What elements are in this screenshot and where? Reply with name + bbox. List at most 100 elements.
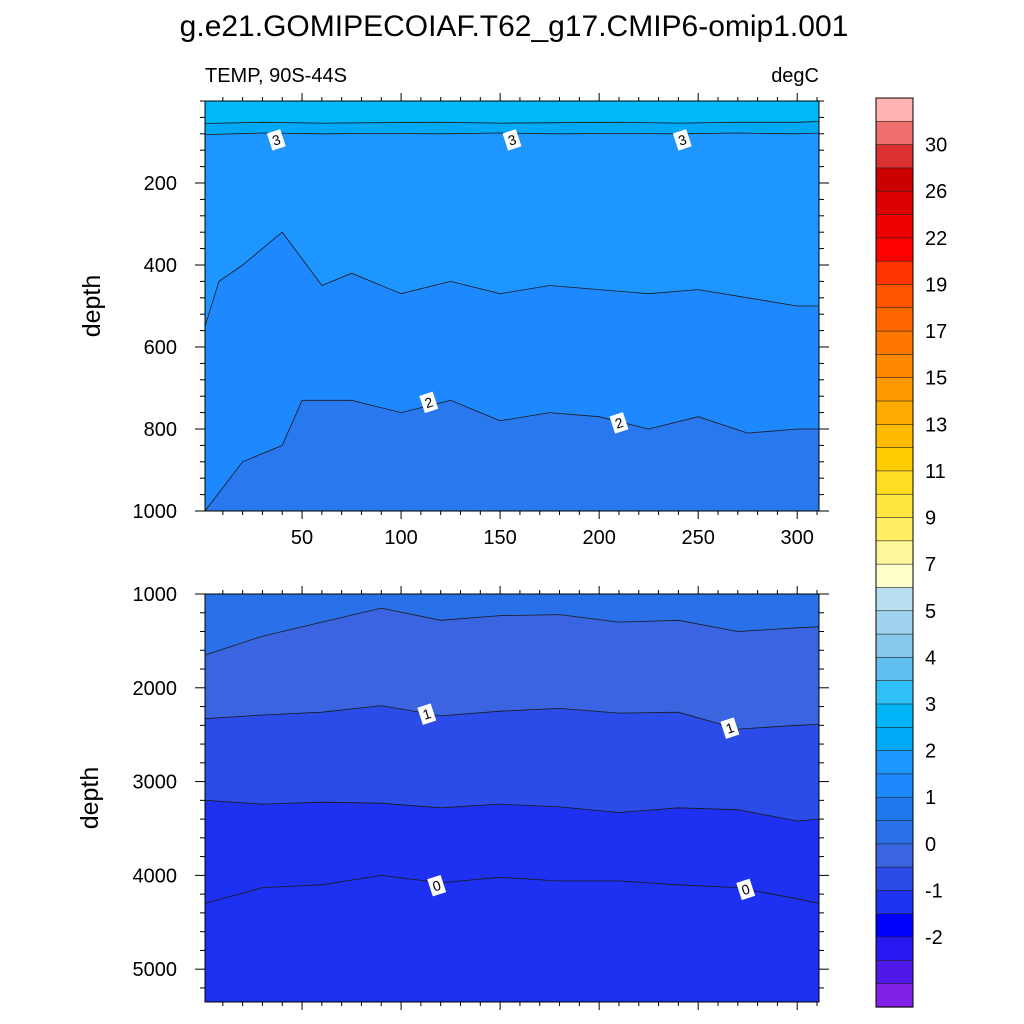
colorbar-swatch [875, 796, 914, 822]
colorbar-swatch [875, 750, 914, 775]
colorbar-tick-label: 26 [925, 181, 947, 203]
colorbar-tick-label: 9 [925, 508, 936, 530]
colorbar-swatch [875, 237, 914, 262]
colorbar-tick-label: 1 [925, 787, 936, 809]
colorbar-swatch [875, 517, 914, 542]
colorbar-swatch [875, 167, 914, 192]
colorbar-tick-label: 11 [925, 461, 946, 483]
lower-panel-contour-label-2: 0 [427, 874, 447, 897]
colorbar-swatch [875, 121, 914, 146]
colorbar-swatch [875, 97, 914, 122]
colorbar-swatch [875, 680, 914, 705]
colorbar-swatch [875, 144, 914, 169]
upper-panel-contour-lines [204, 121, 820, 512]
upper-panel-x-tick-label: 150 [483, 527, 516, 549]
colorbar-swatch [875, 330, 914, 355]
colorbar-swatch [875, 493, 914, 519]
upper-panel: 3 3 322 50 100 150 200 250 3002004006008001000 … [78, 65, 829, 549]
colorbar-swatch [875, 587, 914, 612]
figure-title: g.e21.GOMIPECOIAF.T62_g17.CMIP6-omip1.00… [180, 10, 849, 43]
colorbar-tick-label: 22 [925, 228, 947, 250]
colorbar-tick-label: 13 [925, 414, 947, 436]
colorbar-tick-label: 17 [925, 321, 947, 343]
upper-panel-contour-label-2: 3 [672, 129, 692, 151]
upper-panel-x-tick-label: 100 [384, 527, 417, 549]
colorbar-swatch [875, 633, 914, 658]
colorbar-swatch [875, 447, 914, 472]
colorbar-swatch [875, 866, 914, 892]
upper-panel-y-tick-label: 600 [144, 337, 177, 359]
colorbar-tick-label: 3 [925, 694, 936, 716]
colorbar-swatch [875, 657, 914, 682]
upper-panel-contour-label-0: 3 [266, 129, 286, 151]
lower-panel-contour-line-0 [204, 607, 820, 656]
colorbar-swatch [875, 936, 914, 961]
colorbar-tick-label: 4 [925, 647, 936, 669]
upper-panel-y-tick-label: 800 [144, 419, 177, 441]
colorbar-swatch [875, 470, 914, 495]
colorbar-tick-label: 0 [925, 834, 936, 856]
colorbar-swatch [875, 563, 914, 589]
lower-panel: 1 1 0 0 1000 2000 3000 4000 5000 depth [76, 584, 829, 1010]
colorbar: 30 26 22 19 17 15 13 11 9 7 5 4 3 2 1 0 -1 -2 [875, 97, 947, 1008]
upper-panel-contour-line-0 [204, 121, 820, 124]
lower-panel-y-tick-label: 4000 [133, 865, 178, 887]
colorbar-frame [875, 97, 914, 1008]
colorbar-tick-label: 19 [925, 275, 947, 297]
upper-panel-y-tick-label: 1000 [133, 501, 178, 523]
colorbar-swatch [875, 284, 914, 309]
upper-panel-contour-line-2 [204, 231, 819, 327]
colorbar-swatch [875, 843, 914, 868]
upper-panel-y-axis-label: depth [78, 275, 106, 338]
upper-panel-x-tick-label: 300 [781, 527, 814, 549]
lower-panel-contour-line-2 [204, 799, 820, 822]
colorbar-swatch [875, 890, 914, 915]
colorbar-tick-label: 2 [925, 741, 936, 763]
upper-panel-contour-labels: 3 3 3 2 2 [266, 129, 692, 434]
colorbar-tick-label: -1 [925, 881, 943, 903]
lower-panel-contour-label-1: 1 [720, 717, 740, 739]
upper-panel-x-tick-label: 200 [582, 527, 615, 549]
upper-panel-x-tick-label: 50 [291, 527, 313, 549]
colorbar-swatch [875, 424, 914, 449]
lower-panel-y-tick-label: 1000 [133, 584, 178, 606]
lower-panel-contour-label-0: 1 [417, 703, 437, 725]
upper-panel-left-label: TEMP, 90S-44S [205, 65, 347, 87]
upper-panel-fills [205, 101, 819, 511]
colorbar-swatch [875, 377, 914, 402]
lower-panel-y-tick-label: 3000 [133, 772, 178, 794]
upper-panel-x-tick-label: 250 [681, 527, 714, 549]
colorbar-swatch [875, 260, 914, 286]
upper-panel-units-label: degC [771, 65, 819, 87]
colorbar-tick-label: 5 [925, 601, 936, 623]
upper-panel-contour-line-3 [204, 399, 819, 512]
colorbar-swatch [875, 400, 914, 425]
upper-panel-y-tick-label: 400 [144, 255, 177, 277]
lower-panel-contour-labels: 1 1 0 0 [417, 703, 756, 901]
colorbar-swatch [875, 540, 914, 565]
lower-panel-fill-band-3 [205, 875, 819, 1002]
colorbar-tick-label: 15 [925, 368, 947, 390]
upper-panel-contour-line-1 [204, 132, 820, 135]
upper-panel-fill-band-3 [205, 400, 819, 511]
colorbar-swatch [875, 820, 914, 845]
upper-panel-frame [204, 100, 820, 512]
upper-panel-contour-label-4: 2 [609, 412, 629, 434]
lower-panel-contour-line-1 [204, 705, 820, 730]
colorbar-tick-label: 30 [925, 135, 947, 157]
colorbar-swatch [875, 727, 914, 752]
colorbar-swatch [875, 354, 914, 379]
colorbar-tick-label: -2 [925, 927, 943, 949]
lower-panel-contour-lines [204, 607, 820, 904]
colorbar-swatch [875, 960, 914, 985]
colorbar-swatch [875, 703, 914, 728]
upper-panel-ticks: 50 100 150 200 250 300 200 400 600 800 1000 [133, 93, 829, 549]
colorbar-swatch [875, 610, 914, 635]
colorbar-tick-label: 7 [925, 554, 936, 576]
colorbar-swatch [875, 307, 914, 332]
upper-panel-y-tick-label: 200 [144, 173, 177, 195]
upper-panel-contour-label-1: 3 [502, 129, 522, 151]
lower-panel-y-tick-label: 5000 [133, 959, 178, 981]
